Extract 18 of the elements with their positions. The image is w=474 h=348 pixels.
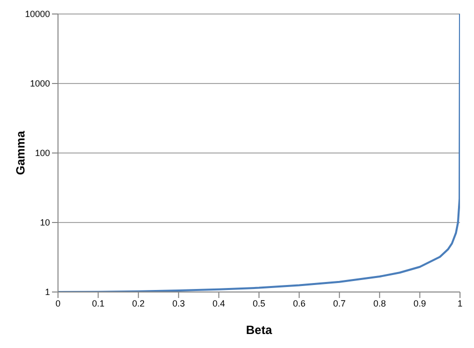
x-tick-label: 0.3 <box>172 298 185 308</box>
x-tick-label: 0.6 <box>292 298 306 308</box>
y-tick-label: 10000 <box>24 9 50 20</box>
x-tick-label: 0.8 <box>373 298 386 308</box>
y-tick-label: 1000 <box>30 78 50 89</box>
y-tick-label: 100 <box>34 148 50 158</box>
x-tick-label: 0.2 <box>132 298 145 308</box>
x-tick-label: 0.1 <box>92 298 104 308</box>
x-tick-label: 0.4 <box>212 298 226 308</box>
x-axis-title: Beta <box>246 323 272 337</box>
y-axis-title: Gamma <box>13 130 28 176</box>
x-tick-label: 0.5 <box>252 298 266 308</box>
x-tick-label: 0.7 <box>333 298 346 308</box>
y-tick-label: 1 <box>44 287 50 298</box>
x-tick-label: 0 <box>55 298 61 308</box>
x-tick-label: 1 <box>457 298 463 308</box>
x-tick-label: 0.9 <box>414 298 426 308</box>
y-tick-label: 10 <box>40 218 50 228</box>
